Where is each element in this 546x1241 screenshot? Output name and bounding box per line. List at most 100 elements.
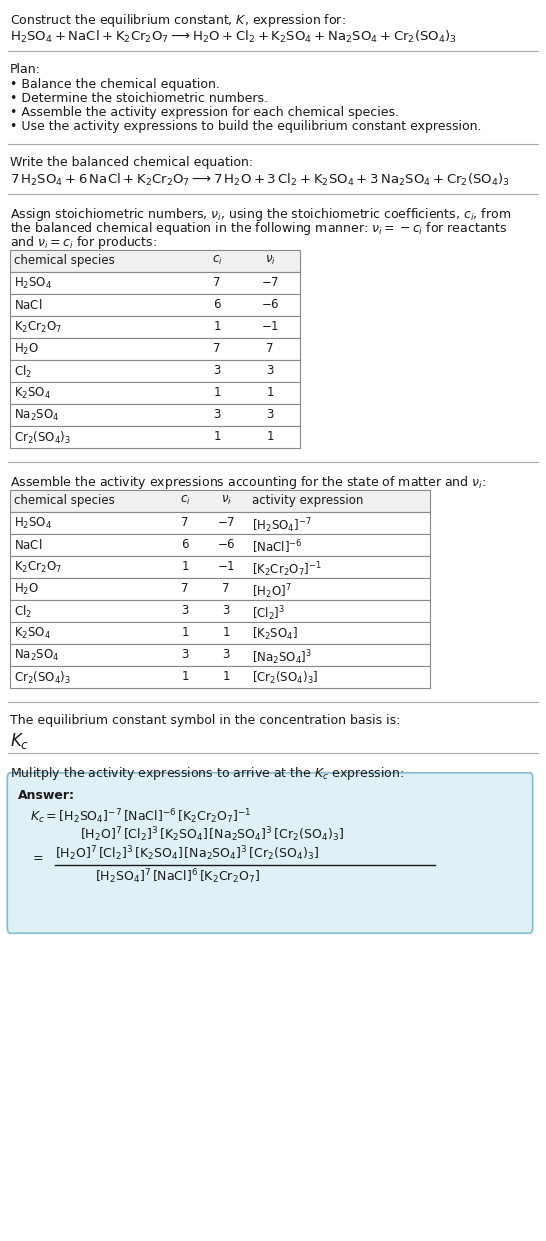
Bar	[10, 360, 300, 382]
Text: $=$: $=$	[30, 850, 44, 864]
Bar	[10, 294, 300, 316]
Text: $-1$: $-1$	[217, 560, 235, 573]
Bar	[10, 405, 300, 426]
Text: Construct the equilibrium constant, $K$, expression for:: Construct the equilibrium constant, $K$,…	[10, 12, 346, 29]
Bar	[10, 249, 300, 272]
Text: $K_c$: $K_c$	[10, 731, 29, 751]
Text: 1: 1	[222, 625, 230, 639]
Text: • Balance the chemical equation.: • Balance the chemical equation.	[10, 78, 220, 91]
Text: $\mathrm{NaCl}$: $\mathrm{NaCl}$	[14, 539, 43, 552]
Text: 1: 1	[181, 625, 189, 639]
Text: Plan:: Plan:	[10, 63, 41, 76]
Text: 1: 1	[213, 429, 221, 443]
Bar	[10, 316, 300, 338]
Text: • Determine the stoichiometric numbers.: • Determine the stoichiometric numbers.	[10, 92, 268, 105]
Text: The equilibrium constant symbol in the concentration basis is:: The equilibrium constant symbol in the c…	[10, 714, 400, 727]
Text: chemical species: chemical species	[14, 494, 115, 508]
Text: $\nu_i$: $\nu_i$	[221, 494, 232, 508]
Text: $7\,\mathrm{H_2SO_4 + 6\,NaCl + K_2Cr_2O_7 \longrightarrow 7\,H_2O + 3\,Cl_2 + K: $7\,\mathrm{H_2SO_4 + 6\,NaCl + K_2Cr_2O…	[10, 172, 510, 189]
Bar	[10, 490, 430, 513]
Bar	[10, 599, 430, 622]
Text: 3: 3	[222, 604, 230, 617]
Text: $[\mathrm{Cl_2}]^{3}$: $[\mathrm{Cl_2}]^{3}$	[252, 604, 285, 623]
Bar	[10, 272, 300, 294]
Text: 3: 3	[266, 364, 274, 377]
Bar	[10, 578, 430, 599]
Text: $[\mathrm{H_2O}]^{7}\,[\mathrm{Cl_2}]^{3}\,[\mathrm{K_2SO_4}]\,[\mathrm{Na_2SO_4: $[\mathrm{H_2O}]^{7}\,[\mathrm{Cl_2}]^{3…	[80, 825, 344, 844]
Text: $\mathrm{Cr_2(SO_4)_3}$: $\mathrm{Cr_2(SO_4)_3}$	[14, 429, 71, 446]
FancyBboxPatch shape	[7, 773, 533, 933]
Text: chemical species: chemical species	[14, 254, 115, 267]
Text: $\mathrm{H_2SO_4}$: $\mathrm{H_2SO_4}$	[14, 276, 52, 292]
Text: $[\mathrm{NaCl}]^{-6}$: $[\mathrm{NaCl}]^{-6}$	[252, 539, 302, 556]
Text: $\mathrm{Na_2SO_4}$: $\mathrm{Na_2SO_4}$	[14, 648, 60, 663]
Text: 7: 7	[222, 582, 230, 594]
Text: Answer:: Answer:	[18, 789, 75, 802]
Text: $c_i$: $c_i$	[212, 254, 222, 267]
Text: $\mathrm{K_2SO_4}$: $\mathrm{K_2SO_4}$	[14, 625, 51, 642]
Text: 1: 1	[181, 670, 189, 683]
Text: 7: 7	[266, 343, 274, 355]
Bar	[10, 534, 430, 556]
Text: 1: 1	[181, 560, 189, 573]
Bar	[10, 513, 430, 534]
Text: $[\mathrm{Na_2SO_4}]^{3}$: $[\mathrm{Na_2SO_4}]^{3}$	[252, 648, 312, 666]
Text: 7: 7	[181, 516, 189, 529]
Bar	[10, 382, 300, 405]
Text: 7: 7	[213, 343, 221, 355]
Text: $-7$: $-7$	[217, 516, 235, 529]
Text: $-6$: $-6$	[260, 298, 280, 311]
Text: 3: 3	[181, 648, 189, 661]
Text: $\mathrm{K_2Cr_2O_7}$: $\mathrm{K_2Cr_2O_7}$	[14, 320, 62, 335]
Text: $[\mathrm{H_2O}]^{7}\,[\mathrm{Cl_2}]^{3}\,[\mathrm{K_2SO_4}]\,[\mathrm{Na_2SO_4: $[\mathrm{H_2O}]^{7}\,[\mathrm{Cl_2}]^{3…	[55, 844, 319, 862]
Text: 3: 3	[213, 408, 221, 421]
Text: 3: 3	[181, 604, 189, 617]
Bar	[10, 666, 430, 688]
Text: $\mathrm{H_2O}$: $\mathrm{H_2O}$	[14, 343, 39, 357]
Text: Assemble the activity expressions accounting for the state of matter and $\nu_i$: Assemble the activity expressions accoun…	[10, 474, 486, 491]
Text: 1: 1	[213, 320, 221, 333]
Text: the balanced chemical equation in the following manner: $\nu_i = -c_i$ for react: the balanced chemical equation in the fo…	[10, 220, 507, 237]
Text: 1: 1	[266, 429, 274, 443]
Text: • Assemble the activity expression for each chemical species.: • Assemble the activity expression for e…	[10, 105, 399, 119]
Text: $\mathrm{Cl_2}$: $\mathrm{Cl_2}$	[14, 604, 32, 620]
Text: Write the balanced chemical equation:: Write the balanced chemical equation:	[10, 156, 253, 169]
Text: $K_c = [\mathrm{H_2SO_4}]^{-7}\,[\mathrm{NaCl}]^{-6}\,[\mathrm{K_2Cr_2O_7}]^{-1}: $K_c = [\mathrm{H_2SO_4}]^{-7}\,[\mathrm…	[30, 807, 252, 825]
Text: $[\mathrm{H_2O}]^{7}$: $[\mathrm{H_2O}]^{7}$	[252, 582, 292, 601]
Bar	[10, 622, 430, 644]
Text: 3: 3	[266, 408, 274, 421]
Text: 6: 6	[213, 298, 221, 311]
Bar	[10, 556, 430, 578]
Text: • Use the activity expressions to build the equilibrium constant expression.: • Use the activity expressions to build …	[10, 120, 482, 133]
Text: $\mathrm{Cl_2}$: $\mathrm{Cl_2}$	[14, 364, 32, 380]
Text: $[\mathrm{H_2SO_4}]^{-7}$: $[\mathrm{H_2SO_4}]^{-7}$	[252, 516, 312, 535]
Text: $\mathrm{Na_2SO_4}$: $\mathrm{Na_2SO_4}$	[14, 408, 60, 423]
Text: and $\nu_i = c_i$ for products:: and $\nu_i = c_i$ for products:	[10, 235, 157, 251]
Text: 7: 7	[181, 582, 189, 594]
Text: $\mathrm{H_2SO_4 + NaCl + K_2Cr_2O_7 \longrightarrow H_2O + Cl_2 + K_2SO_4 + Na_: $\mathrm{H_2SO_4 + NaCl + K_2Cr_2O_7 \lo…	[10, 29, 457, 45]
Text: $-1$: $-1$	[261, 320, 279, 333]
Text: $\mathrm{H_2SO_4}$: $\mathrm{H_2SO_4}$	[14, 516, 52, 531]
Bar	[10, 338, 300, 360]
Text: 3: 3	[222, 648, 230, 661]
Text: $[\mathrm{Cr_2(SO_4)_3}]$: $[\mathrm{Cr_2(SO_4)_3}]$	[252, 670, 318, 686]
Text: $-7$: $-7$	[261, 276, 279, 289]
Text: 6: 6	[181, 539, 189, 551]
Text: $c_i$: $c_i$	[180, 494, 191, 508]
Bar	[10, 644, 430, 666]
Text: $[\mathrm{H_2SO_4}]^{7}\,[\mathrm{NaCl}]^{6}\,[\mathrm{K_2Cr_2O_7}]$: $[\mathrm{H_2SO_4}]^{7}\,[\mathrm{NaCl}]…	[95, 867, 260, 886]
Text: $\mathrm{K_2Cr_2O_7}$: $\mathrm{K_2Cr_2O_7}$	[14, 560, 62, 575]
Text: 1: 1	[222, 670, 230, 683]
Text: $\mathrm{K_2SO_4}$: $\mathrm{K_2SO_4}$	[14, 386, 51, 401]
Text: $\mathrm{H_2O}$: $\mathrm{H_2O}$	[14, 582, 39, 597]
Text: $\nu_i$: $\nu_i$	[265, 254, 275, 267]
Text: 1: 1	[213, 386, 221, 400]
Text: $\mathrm{Cr_2(SO_4)_3}$: $\mathrm{Cr_2(SO_4)_3}$	[14, 670, 71, 686]
Text: 1: 1	[266, 386, 274, 400]
Text: 7: 7	[213, 276, 221, 289]
Text: activity expression: activity expression	[252, 494, 364, 508]
Text: Mulitply the activity expressions to arrive at the $K_c$ expression:: Mulitply the activity expressions to arr…	[10, 764, 404, 782]
Text: $[\mathrm{K_2Cr_2O_7}]^{-1}$: $[\mathrm{K_2Cr_2O_7}]^{-1}$	[252, 560, 322, 578]
Text: 3: 3	[213, 364, 221, 377]
Text: $-6$: $-6$	[217, 539, 235, 551]
